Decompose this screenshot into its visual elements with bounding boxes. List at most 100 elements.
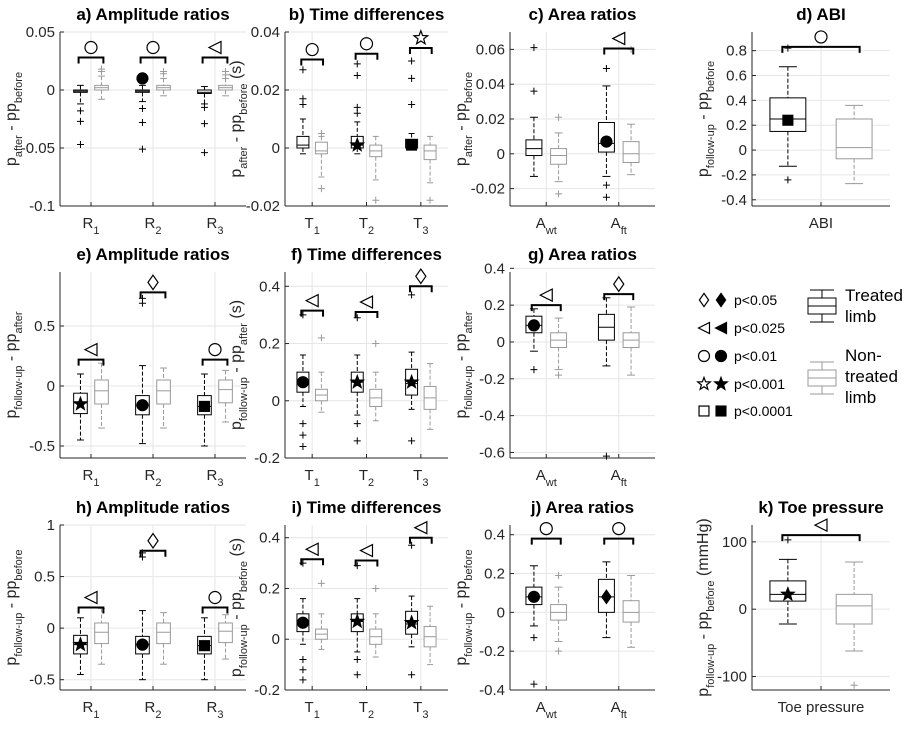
significance-bracket <box>603 47 635 55</box>
x-tick-label: Aft <box>611 699 627 721</box>
legend-circle-open <box>697 349 711 363</box>
x-tick-label: Awt <box>536 467 557 489</box>
box-nontreated <box>835 561 873 689</box>
panel-c: -0.02 0 0.02 0.04 0.06 Awt Aft c) Area ratios pa… <box>453 5 655 237</box>
y-tick-label: -0.2 <box>254 682 280 699</box>
outlier <box>784 536 792 544</box>
panel-k: -100 0 100 Toe pressure k) Toe pressure pfoll… <box>695 498 890 716</box>
x-tick-label: R2 <box>145 699 162 721</box>
marker-star-filled <box>349 373 366 389</box>
box-treated <box>197 86 212 157</box>
significance-bracket <box>77 606 105 614</box>
bracket-triangle-open <box>813 518 828 533</box>
significance-bracket <box>603 537 635 545</box>
significance-bracket <box>77 358 105 366</box>
box-nontreated <box>156 612 171 665</box>
panel-e: -0.5 0 0.5 R1 R2 R3 e) Amplitude ratios pfollow… <box>3 245 246 489</box>
box-iqr <box>835 118 873 160</box>
x-tick-label: Awt <box>536 215 557 237</box>
box-treated <box>405 541 419 679</box>
x-tick-label: T3 <box>413 467 428 489</box>
box-treated <box>525 308 543 374</box>
legend-row: p<0.0001 <box>698 403 793 419</box>
significance-bracket <box>603 293 635 301</box>
legend-circle-filled <box>714 349 728 363</box>
x-tick-label: T2 <box>359 699 374 721</box>
y-axis-label: pfollow-up - ppbefore <box>3 549 25 665</box>
box-treated <box>405 291 419 445</box>
y-tick-label: 0 <box>272 393 280 410</box>
outlier <box>408 671 416 679</box>
x-tick-label: R1 <box>83 467 100 489</box>
outlier <box>299 66 307 74</box>
outlier <box>784 44 792 52</box>
outlier <box>530 366 538 374</box>
outlier <box>602 181 610 189</box>
outlier <box>372 196 380 204</box>
outlier <box>76 117 84 125</box>
bracket-diamond-open <box>415 268 427 285</box>
significance-bracket <box>201 358 229 366</box>
box-iqr <box>622 600 640 623</box>
x-tick-label: T1 <box>305 699 320 721</box>
box-iqr <box>423 144 437 161</box>
outlier <box>317 185 325 193</box>
legend-triangle-open <box>697 321 711 335</box>
outlier <box>299 431 307 439</box>
outlier <box>76 141 84 149</box>
marker-circle-filled <box>527 319 541 332</box>
legend-nontreated-label: Non- <box>845 346 882 365</box>
box-nontreated <box>622 306 640 376</box>
y-tick-label: 0.2 <box>484 566 505 583</box>
bracket-triangle-open <box>83 342 98 357</box>
box-nontreated <box>423 135 437 204</box>
box-treated <box>525 44 543 177</box>
outlier <box>372 584 380 592</box>
marker-square-filled <box>198 400 211 412</box>
x-tick-label: T3 <box>413 699 428 721</box>
y-tick-label: -0.02 <box>471 181 505 198</box>
bracket-triangle-open <box>304 293 319 308</box>
significance-bracket <box>354 52 379 60</box>
panel-title: k) Toe pressure <box>758 498 883 517</box>
legend-label: p<0.0001 <box>734 403 793 419</box>
x-tick-label: ABI <box>809 215 833 232</box>
box-nontreated <box>218 369 233 423</box>
y-tick-label: 0.2 <box>259 336 280 353</box>
panel-title: e) Amplitude ratios <box>76 245 229 264</box>
box-nontreated <box>156 367 171 429</box>
y-tick-label: -0.4 <box>479 682 505 699</box>
y-tick-label: -0.2 <box>721 167 747 184</box>
significance-bracket <box>781 45 861 53</box>
box-iqr <box>156 379 171 405</box>
box-nontreated <box>314 334 328 413</box>
x-tick-label: R1 <box>83 699 100 721</box>
box-treated <box>405 57 419 149</box>
box-iqr <box>314 141 328 155</box>
significance-bracket <box>139 291 167 299</box>
y-tick-label: 100 <box>722 534 747 551</box>
bracket-circle-open <box>208 590 222 605</box>
box-nontreated <box>218 614 233 660</box>
x-tick-label: T2 <box>359 215 374 237</box>
box-iqr <box>525 139 543 157</box>
box-nontreated <box>622 45 640 176</box>
outlier <box>408 437 416 445</box>
y-tick-label: 0.5 <box>34 569 55 586</box>
box-nontreated <box>550 571 568 655</box>
outlier <box>784 176 792 184</box>
outlier <box>602 65 610 73</box>
box-nontreated <box>369 135 383 204</box>
box-nontreated <box>423 605 437 666</box>
significance-bracket <box>77 56 105 64</box>
outlier <box>408 74 416 82</box>
box-nontreated <box>94 65 109 100</box>
y-tick-label: 0.06 <box>476 41 505 58</box>
y-axis-label: pfollow-up - ppbefore (s) <box>228 538 250 677</box>
x-tick-label: T1 <box>305 467 320 489</box>
marker-star-filled <box>403 373 420 389</box>
marker-circle-filled <box>296 376 310 389</box>
y-tick-label: 1 <box>47 517 55 534</box>
box-iqr <box>550 148 568 165</box>
box-nontreated <box>314 130 328 193</box>
